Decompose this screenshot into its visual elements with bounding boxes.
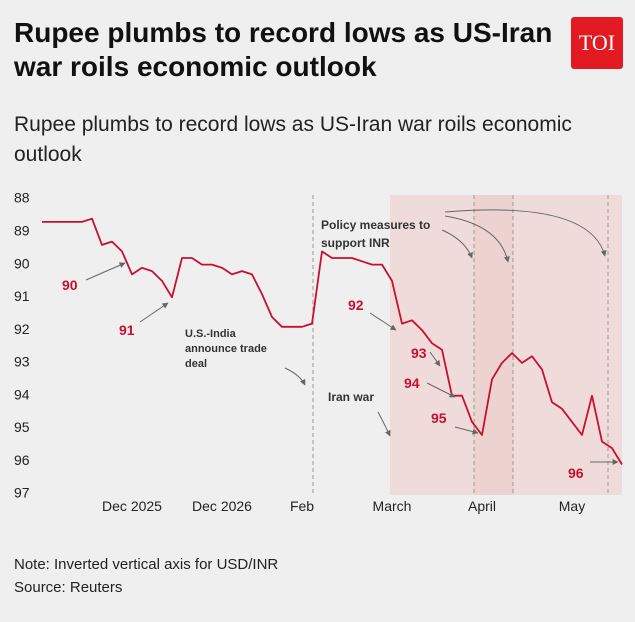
- arrows: [85, 209, 619, 465]
- annotation: 95: [431, 410, 447, 426]
- annotation: Policy measures to support INR: [321, 218, 431, 250]
- line: [42, 217, 623, 465]
- event-lines: [312, 195, 609, 495]
- y-tick-label: 91: [14, 288, 30, 304]
- annotation: 93: [411, 345, 427, 361]
- y-tick-label: 96: [14, 452, 30, 468]
- y-tick-label: 89: [14, 222, 30, 238]
- shade: [474, 195, 513, 495]
- annotation: U.S.-India announce trade deal: [185, 328, 267, 370]
- annotation: 96: [568, 465, 584, 481]
- x-tick-label: March: [372, 498, 412, 514]
- annotation: 90: [62, 277, 78, 293]
- y-tick-label: 90: [14, 255, 30, 271]
- title: Rupee plumbs to record lows as US-Iran w…: [14, 17, 553, 82]
- y-tick-label: 93: [14, 354, 30, 370]
- logo: TOI: [571, 17, 623, 69]
- y-tick-label: 92: [14, 321, 30, 337]
- x-tick-label: Feb: [289, 498, 315, 514]
- annotation: 94: [404, 375, 420, 391]
- y-tick-label: 97: [14, 485, 30, 501]
- annotation: 92: [348, 297, 364, 313]
- x-tick-label: Dec 2025: [102, 498, 162, 514]
- annotation: 91: [119, 322, 135, 338]
- subtitle: Rupee plumbs to record lows as US-Iran w…: [14, 113, 572, 166]
- x-tick-label: April: [467, 498, 496, 514]
- y-tick-label: 88: [14, 190, 30, 206]
- x-tick-label: Dec 2026: [192, 498, 252, 514]
- y-tick-label: 94: [14, 386, 30, 402]
- y-tick-label: 95: [14, 419, 30, 435]
- x-tick-label: May: [558, 498, 586, 514]
- annotation: Iran war: [328, 390, 375, 404]
- source: Source: Reuters: [14, 579, 123, 596]
- note: Note: Inverted vertical axis for USD/INR: [14, 556, 279, 573]
